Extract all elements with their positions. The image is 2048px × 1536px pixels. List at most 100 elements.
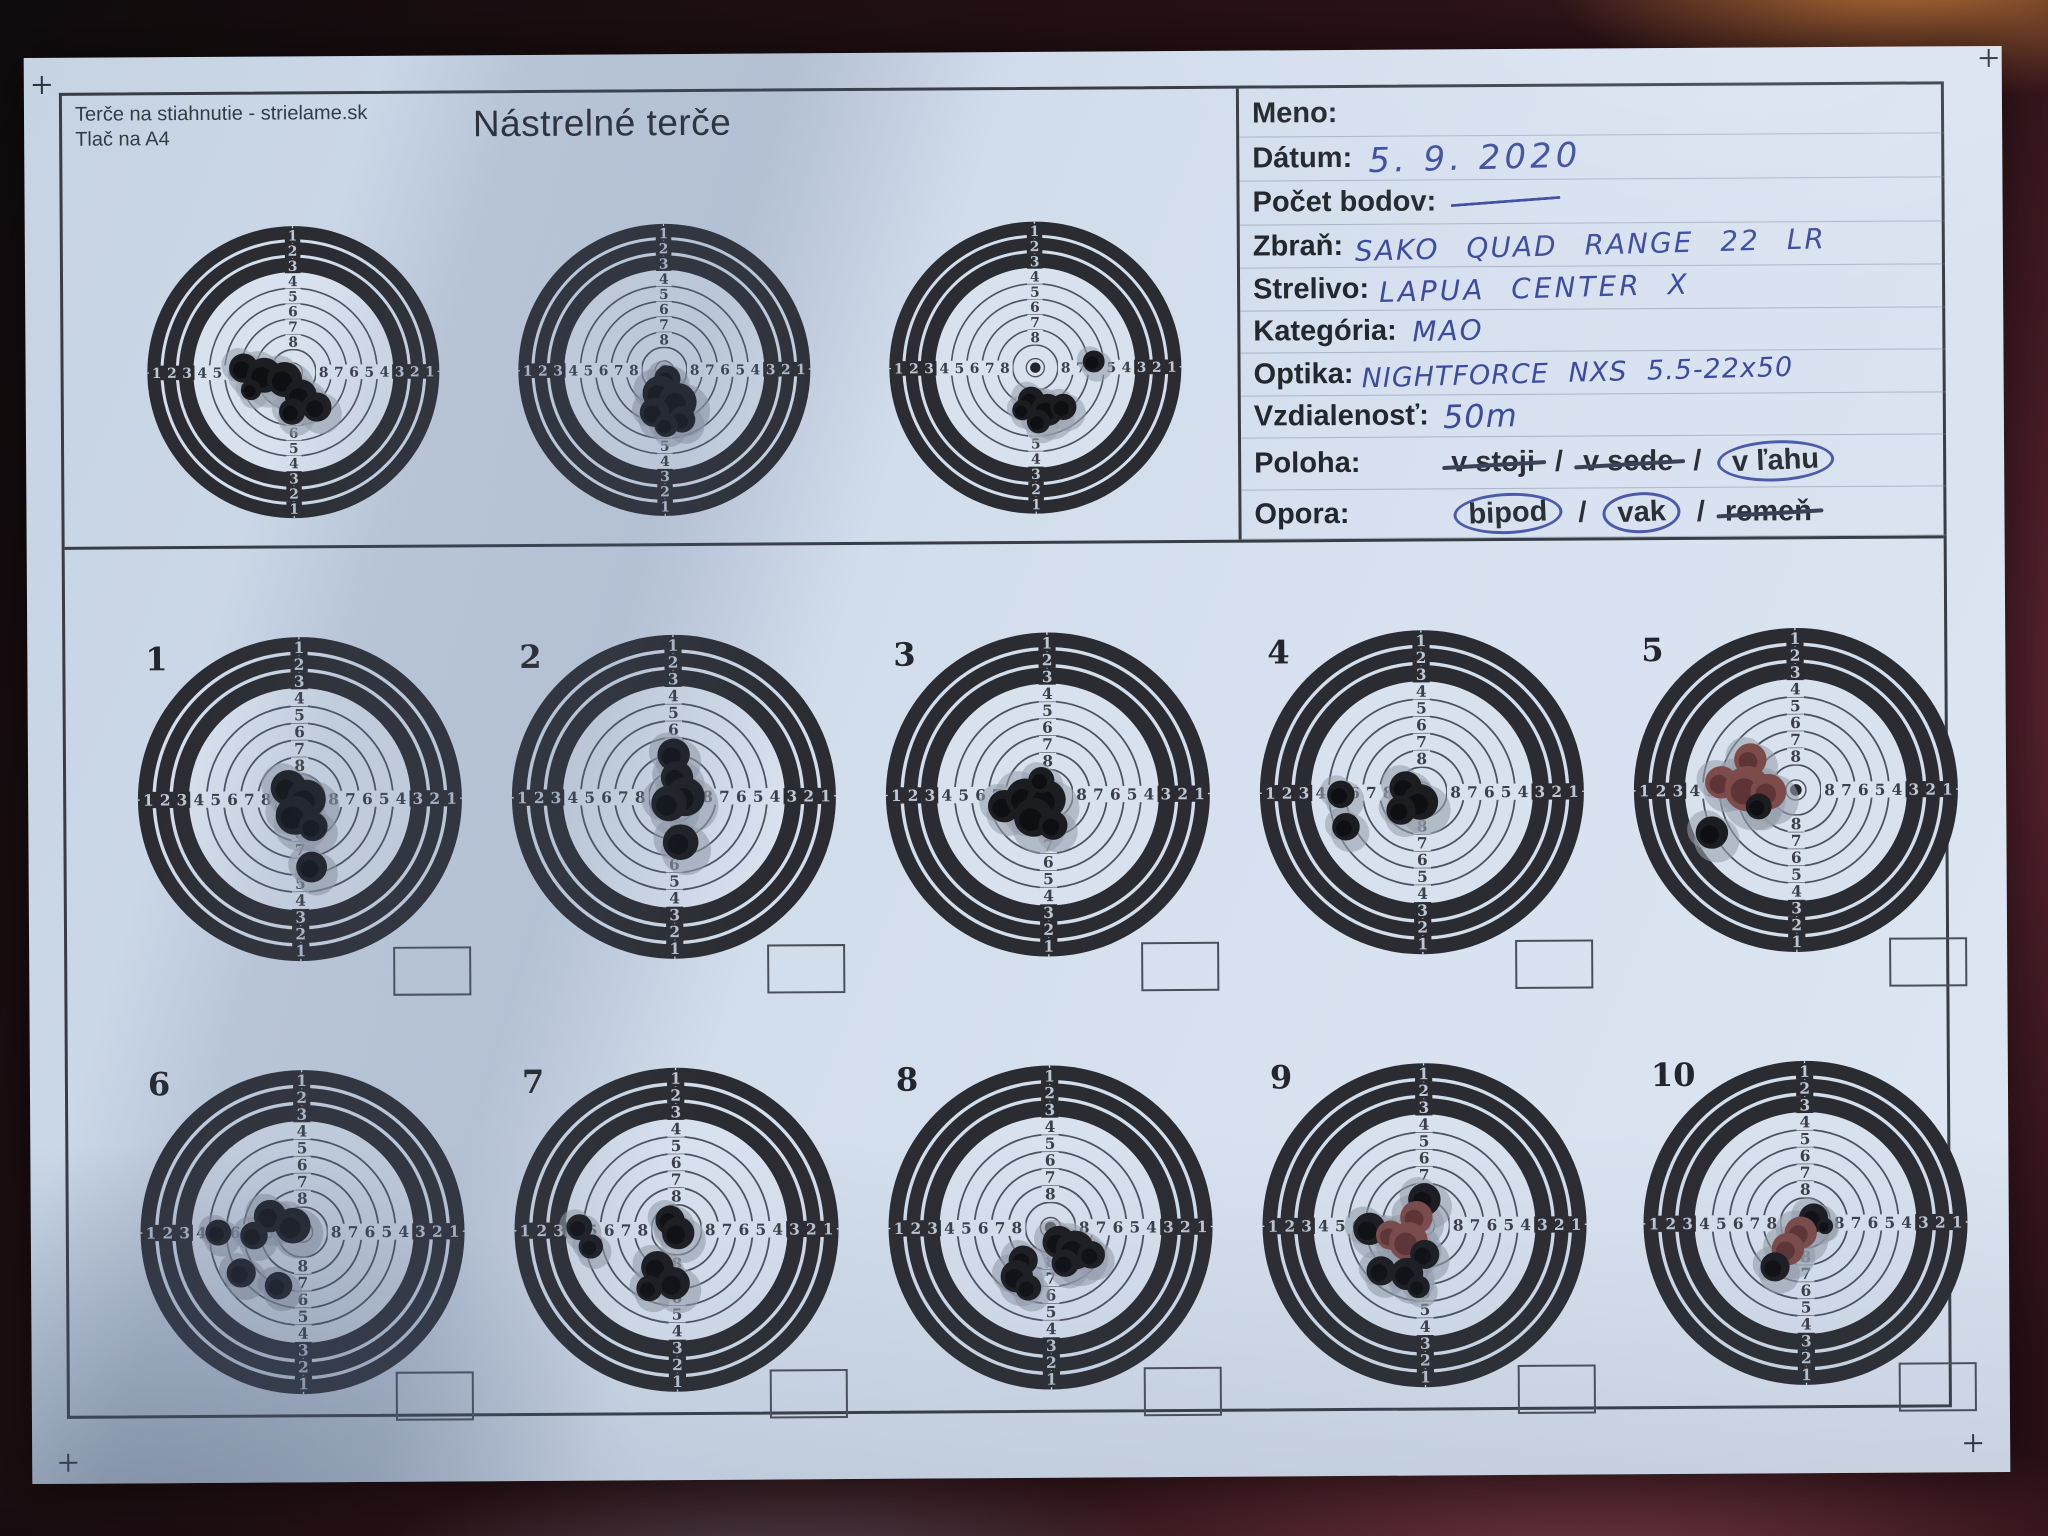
form-row-zbran: Zbraň: SAKO QUAD RANGE 22 LR [1239, 221, 1945, 269]
target-9: 11112222333344445555666677778888 [1262, 1063, 1587, 1388]
svg-text:4: 4 [1046, 1320, 1057, 1338]
svg-text:6: 6 [227, 791, 238, 809]
registration-mark [1980, 49, 1998, 67]
sighting-target-1: 11112222333344445555666677778888 [147, 226, 440, 519]
svg-text:1: 1 [146, 1225, 157, 1243]
svg-text:2: 2 [1656, 783, 1667, 801]
form-row-opora: Opora: bipod / vak / remeň [1241, 486, 1947, 540]
svg-text:4: 4 [1318, 1218, 1329, 1236]
svg-text:1: 1 [1639, 783, 1650, 801]
svg-text:8: 8 [1076, 786, 1087, 804]
svg-text:3: 3 [766, 362, 776, 378]
svg-text:2: 2 [1801, 1349, 1812, 1367]
svg-text:8: 8 [261, 791, 272, 809]
svg-text:1: 1 [1042, 635, 1053, 653]
svg-text:6: 6 [1030, 300, 1040, 316]
svg-text:8: 8 [1045, 1186, 1056, 1204]
svg-text:4: 4 [1146, 1219, 1157, 1237]
svg-text:5: 5 [659, 287, 669, 303]
svg-text:2: 2 [1046, 1354, 1057, 1372]
svg-text:2: 2 [538, 364, 548, 380]
svg-text:3: 3 [288, 259, 298, 275]
svg-text:4: 4 [297, 1123, 308, 1141]
score-box [1515, 939, 1594, 989]
section-divider-line [64, 535, 1944, 550]
form-row-poloha: Poloha:v stoji/v sede/v ľahu [1241, 434, 1947, 491]
svg-text:5: 5 [669, 873, 680, 891]
form-label-opora: Opora: [1254, 497, 1350, 531]
form-value-strelivo: LAPUA CENTER X [1378, 267, 1691, 309]
svg-text:4: 4 [1801, 1316, 1812, 1334]
svg-text:8: 8 [629, 363, 639, 379]
svg-text:3: 3 [413, 790, 424, 808]
svg-text:6: 6 [720, 363, 730, 379]
svg-text:5: 5 [1501, 783, 1512, 801]
svg-text:4: 4 [194, 791, 205, 809]
svg-text:2: 2 [1790, 647, 1801, 665]
svg-text:1: 1 [659, 226, 669, 242]
svg-text:2: 2 [298, 1359, 309, 1377]
svg-text:3: 3 [1420, 1335, 1431, 1353]
svg-text:4: 4 [295, 892, 306, 910]
svg-text:1: 1 [1792, 933, 1803, 951]
option-separator: / [1578, 496, 1587, 529]
svg-text:5: 5 [297, 1140, 308, 1158]
svg-text:1: 1 [1799, 1063, 1810, 1081]
svg-text:2: 2 [432, 1223, 443, 1241]
svg-text:3: 3 [1909, 781, 1920, 799]
svg-text:1: 1 [446, 790, 457, 808]
svg-text:1: 1 [143, 792, 154, 810]
svg-text:1: 1 [894, 362, 904, 378]
svg-text:2: 2 [1800, 1080, 1811, 1098]
svg-text:4: 4 [1790, 681, 1801, 699]
svg-text:3: 3 [660, 469, 670, 485]
svg-text:3: 3 [298, 1342, 309, 1360]
svg-text:5: 5 [961, 1220, 972, 1238]
svg-text:4: 4 [289, 456, 299, 472]
svg-text:6: 6 [1790, 714, 1801, 732]
svg-text:2: 2 [163, 1225, 174, 1243]
svg-text:3: 3 [1301, 1218, 1312, 1236]
svg-text:6: 6 [349, 365, 359, 381]
score-box [769, 1369, 848, 1419]
svg-text:7: 7 [298, 1274, 309, 1292]
svg-text:1: 1 [670, 1070, 681, 1088]
svg-text:2: 2 [430, 790, 441, 808]
svg-text:6: 6 [1858, 781, 1869, 799]
svg-text:5: 5 [1127, 786, 1138, 804]
svg-text:1: 1 [670, 940, 681, 958]
form-value-datum: 5. 9. 2020 [1367, 134, 1582, 181]
score-box [1143, 1366, 1222, 1417]
svg-text:5: 5 [1045, 1135, 1056, 1153]
svg-text:5: 5 [1420, 1301, 1431, 1319]
svg-text:2: 2 [781, 362, 791, 378]
svg-text:7: 7 [1791, 832, 1802, 850]
svg-text:5: 5 [1417, 868, 1428, 886]
svg-text:2: 2 [659, 242, 669, 258]
poloha-option-3-circled: v ľahu [1716, 437, 1836, 484]
svg-text:3: 3 [1791, 900, 1802, 918]
svg-text:2: 2 [908, 787, 919, 805]
svg-text:7: 7 [614, 363, 624, 379]
svg-text:2: 2 [289, 487, 299, 503]
svg-text:2: 2 [1935, 1214, 1946, 1232]
svg-text:1: 1 [820, 788, 831, 806]
svg-text:4: 4 [380, 365, 390, 381]
svg-text:8: 8 [297, 1190, 308, 1208]
svg-text:8: 8 [1031, 330, 1041, 346]
svg-text:5: 5 [379, 790, 390, 808]
svg-text:6: 6 [1045, 1152, 1056, 1170]
form-label-meno: Meno: [1251, 97, 1338, 130]
svg-text:7: 7 [1366, 784, 1377, 802]
svg-text:6: 6 [978, 1220, 989, 1238]
form-label-vzdialenost: Vzdialenosť: [1253, 399, 1430, 433]
svg-text:6: 6 [671, 1154, 682, 1172]
svg-text:3: 3 [1046, 1337, 1057, 1355]
svg-text:8: 8 [671, 1188, 682, 1206]
svg-text:1: 1 [796, 362, 806, 378]
svg-text:4: 4 [1901, 1214, 1912, 1232]
svg-text:4: 4 [671, 1120, 682, 1138]
svg-text:1: 1 [1952, 1214, 1963, 1232]
svg-text:3: 3 [1419, 1099, 1430, 1117]
svg-text:3: 3 [551, 789, 562, 807]
